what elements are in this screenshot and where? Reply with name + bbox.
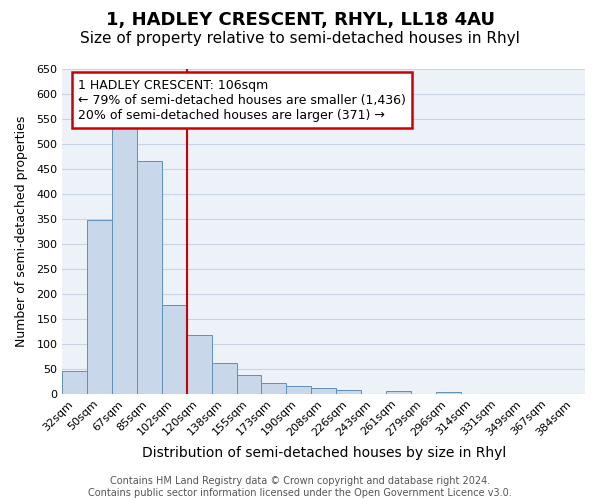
Bar <box>87 220 112 394</box>
Bar <box>112 126 137 394</box>
Bar <box>137 162 162 394</box>
Text: Size of property relative to semi-detached houses in Rhyl: Size of property relative to semi-detach… <box>80 32 520 46</box>
Bar <box>336 390 361 394</box>
Y-axis label: Number of semi-detached properties: Number of semi-detached properties <box>15 116 28 347</box>
Text: Contains HM Land Registry data © Crown copyright and database right 2024.
Contai: Contains HM Land Registry data © Crown c… <box>88 476 512 498</box>
Bar <box>311 388 336 394</box>
Bar <box>262 383 286 394</box>
Bar <box>62 371 87 394</box>
Bar <box>236 376 262 394</box>
Bar <box>286 386 311 394</box>
Bar <box>436 392 461 394</box>
Bar <box>212 363 236 394</box>
X-axis label: Distribution of semi-detached houses by size in Rhyl: Distribution of semi-detached houses by … <box>142 446 506 460</box>
Text: 1, HADLEY CRESCENT, RHYL, LL18 4AU: 1, HADLEY CRESCENT, RHYL, LL18 4AU <box>106 12 494 30</box>
Text: 1 HADLEY CRESCENT: 106sqm
← 79% of semi-detached houses are smaller (1,436)
20% : 1 HADLEY CRESCENT: 106sqm ← 79% of semi-… <box>78 78 406 122</box>
Bar <box>386 392 411 394</box>
Bar <box>187 335 212 394</box>
Bar <box>162 305 187 394</box>
